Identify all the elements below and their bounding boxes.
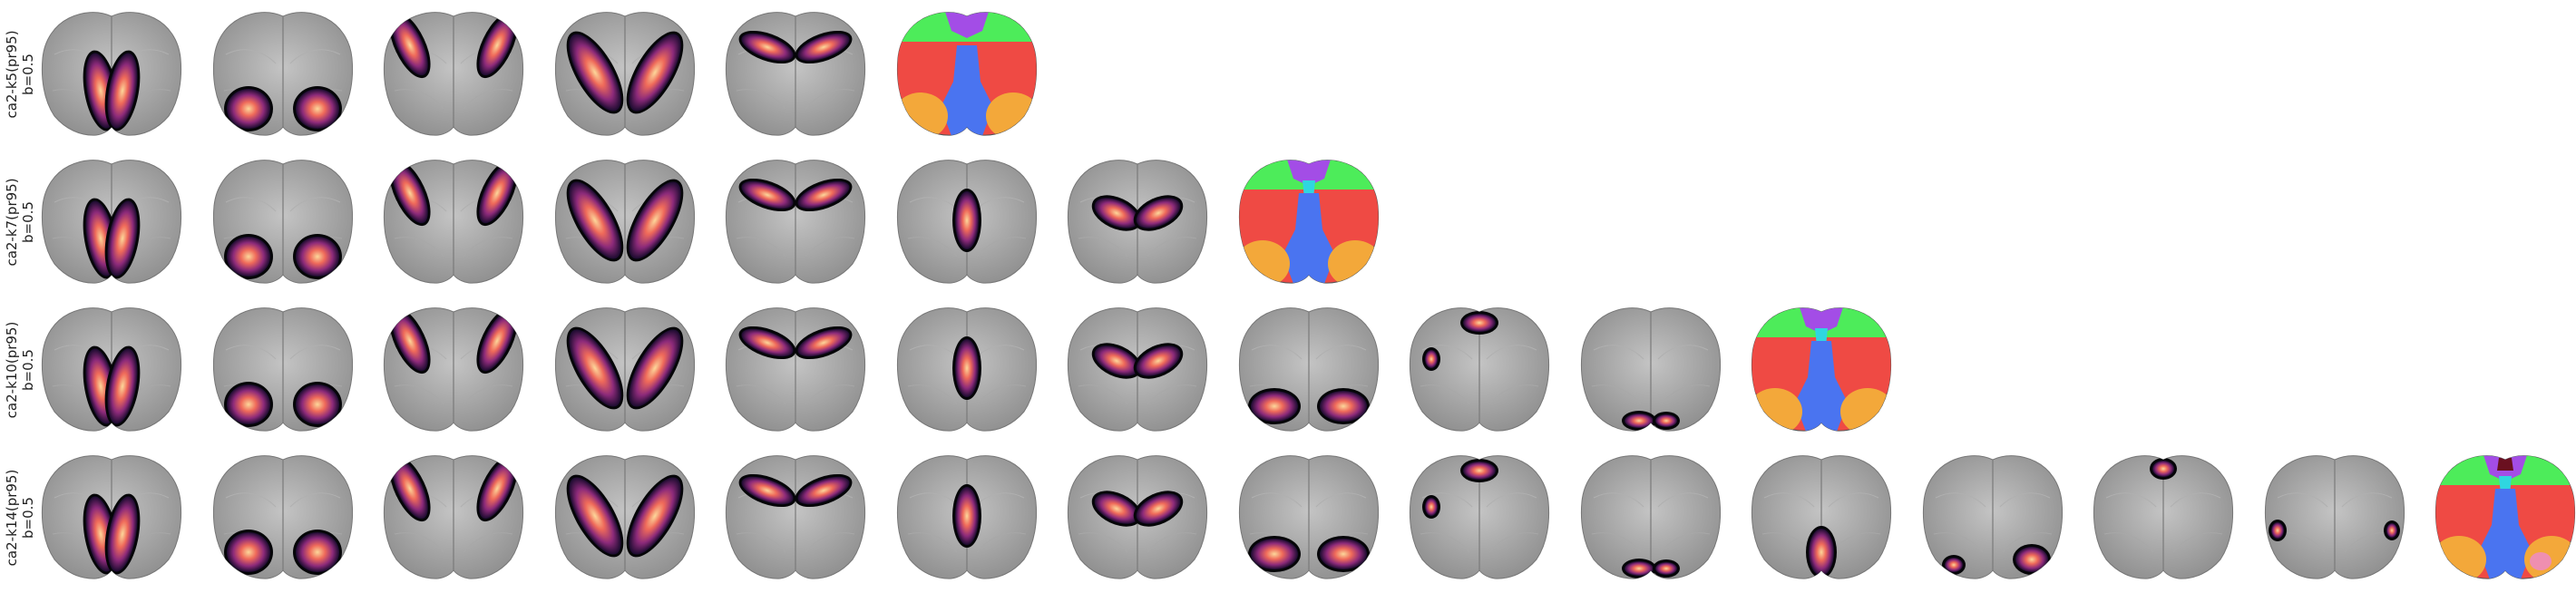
brain-heatmap-svg <box>383 160 524 284</box>
component-map-posterior-medial <box>36 452 187 584</box>
brain-heatmap-svg <box>41 455 182 579</box>
component-map-anterior-lateral <box>378 157 529 288</box>
component-map-posterior-medial <box>36 157 187 288</box>
component-map-posterior-medial <box>36 9 187 141</box>
component-map-posterior-blobs <box>1234 452 1384 584</box>
component-map-midline-wide <box>1062 157 1213 288</box>
atlas-brain-svg <box>2435 455 2576 579</box>
brain-heatmap-svg <box>1238 455 1380 579</box>
row-label: ca2-k5(pr95) b=0.5 <box>2 11 38 138</box>
component-map-lateral-band <box>550 305 700 436</box>
component-map-posterior-small <box>1576 305 1726 436</box>
atlas-parcellation-map <box>1234 157 1384 288</box>
row-label: ca2-k10(pr95) b=0.5 <box>2 306 38 433</box>
brain-heatmap-svg <box>1580 307 1722 432</box>
row-label: ca2-k7(pr95) b=0.5 <box>2 159 38 286</box>
brain-heatmap-svg <box>554 12 696 136</box>
component-map-midline-sparse <box>892 157 1042 288</box>
brain-heatmap-svg <box>896 455 1038 579</box>
brain-heatmap-svg <box>554 455 696 579</box>
component-map-posterior-small <box>1576 452 1726 584</box>
brain-heatmap-svg <box>1067 455 1208 579</box>
row-label-param: b=0.5 <box>20 349 36 391</box>
component-map-posterior-right <box>1917 452 2068 584</box>
brain-heatmap-svg <box>554 307 696 432</box>
brain-heatmap-svg <box>2093 455 2234 579</box>
brain-heatmap-svg <box>212 307 354 432</box>
brain-heatmap-svg <box>212 12 354 136</box>
brain-heatmap-svg <box>1067 160 1208 284</box>
component-map-anterior-lateral <box>378 305 529 436</box>
brain-heatmap-svg <box>383 455 524 579</box>
brain-heatmap-svg <box>725 307 866 432</box>
row-k14: ca2-k14(pr95) b=0.5 <box>0 445 2576 590</box>
component-map-midline-sparse <box>892 305 1042 436</box>
component-map-posterior-blobs <box>1234 305 1384 436</box>
atlas-parcellation-map <box>2430 452 2576 584</box>
atlas-brain-svg <box>1238 160 1380 284</box>
brain-heatmap-svg <box>1409 455 1550 579</box>
brain-heatmap-svg <box>41 12 182 136</box>
row-label-param: b=0.5 <box>20 497 36 539</box>
component-map-frontal-small <box>1404 305 1555 436</box>
brain-heatmap-svg <box>725 455 866 579</box>
row-k10: ca2-k10(pr95) b=0.5 <box>0 297 2576 442</box>
component-map-midline-wide <box>1062 452 1213 584</box>
row-k7: ca2-k7(pr95) b=0.5 <box>0 150 2576 295</box>
row-label: ca2-k14(pr95) b=0.5 <box>2 454 38 581</box>
component-map-midline-wide <box>1062 305 1213 436</box>
brain-heatmap-svg <box>383 307 524 432</box>
row-label-model: ca2-k14(pr95) <box>4 469 20 567</box>
component-map-frontal-ring <box>720 9 871 141</box>
component-map-lateral-dots <box>2259 452 2410 584</box>
brain-heatmap-svg <box>383 12 524 136</box>
brain-heatmap-svg <box>725 12 866 136</box>
component-map-anterior-lateral <box>378 452 529 584</box>
row-label-model: ca2-k7(pr95) <box>4 178 20 267</box>
component-map-anterior-lateral <box>378 9 529 141</box>
component-map-posterior-center <box>1746 452 1897 584</box>
brain-heatmap-svg <box>896 307 1038 432</box>
brain-heatmap-svg <box>1409 307 1550 432</box>
row-label-param: b=0.5 <box>20 53 36 95</box>
row-label-param: b=0.5 <box>20 201 36 243</box>
brain-heatmap-svg <box>1922 455 2064 579</box>
brain-heatmap-svg <box>1238 307 1380 432</box>
brain-heatmap-svg <box>896 160 1038 284</box>
brain-heatmap-svg <box>725 160 866 284</box>
component-map-posterior-lateral <box>208 157 358 288</box>
brain-heatmap-svg <box>554 160 696 284</box>
brain-heatmap-svg <box>1067 307 1208 432</box>
component-map-posterior-medial <box>36 305 187 436</box>
brain-heatmap-svg <box>1751 455 1892 579</box>
atlas-brain-svg <box>1751 307 1892 432</box>
brain-heatmap-svg <box>1580 455 1722 579</box>
component-map-posterior-lateral <box>208 305 358 436</box>
component-map-midline-sparse <box>892 452 1042 584</box>
row-label-model: ca2-k10(pr95) <box>4 321 20 419</box>
component-map-frontal-ring <box>720 452 871 584</box>
component-map-lateral-band <box>550 9 700 141</box>
component-map-posterior-lateral <box>208 452 358 584</box>
brain-heatmap-svg <box>212 455 354 579</box>
component-map-lateral-band <box>550 157 700 288</box>
brain-heatmap-svg <box>2264 455 2405 579</box>
row-label-model: ca2-k5(pr95) <box>4 30 20 119</box>
atlas-brain-svg <box>896 12 1038 136</box>
row-k5: ca2-k5(pr95) b=0.5 <box>0 2 2576 147</box>
component-map-posterior-lateral <box>208 9 358 141</box>
atlas-parcellation-map <box>1746 305 1897 436</box>
brain-heatmap-svg <box>41 160 182 284</box>
atlas-parcellation-map <box>892 9 1042 141</box>
component-map-frontal-tiny <box>2088 452 2239 584</box>
brain-heatmap-svg <box>212 160 354 284</box>
brain-heatmap-svg <box>41 307 182 432</box>
component-map-frontal-ring <box>720 157 871 288</box>
component-map-frontal-ring <box>720 305 871 436</box>
component-map-frontal-small <box>1404 452 1555 584</box>
component-map-lateral-band <box>550 452 700 584</box>
